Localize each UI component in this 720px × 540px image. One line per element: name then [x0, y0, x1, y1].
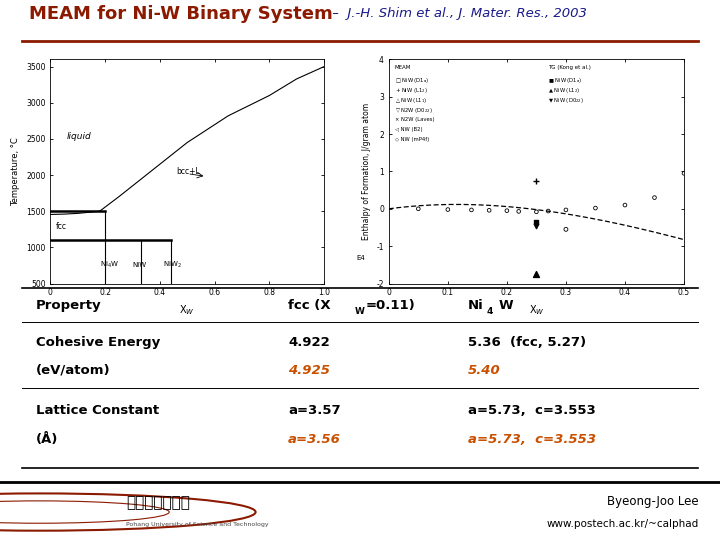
Text: + NiW (L1$_2$): + NiW (L1$_2$): [395, 86, 428, 95]
Point: [413, 205, 424, 213]
Text: Byeong-Joo Lee: Byeong-Joo Lee: [607, 495, 698, 508]
Text: Ni: Ni: [468, 299, 484, 312]
Text: –  J.-H. Shim et al., J. Mater. Res., 2003: – J.-H. Shim et al., J. Mater. Res., 200…: [328, 8, 587, 21]
Text: =0.11): =0.11): [366, 299, 415, 312]
Point: [619, 201, 631, 210]
Text: ■ NiW (D1$_a$): ■ NiW (D1$_a$): [548, 76, 582, 85]
Text: a=3.57: a=3.57: [288, 404, 341, 417]
Text: ▽ N2W (D0$_{22}$): ▽ N2W (D0$_{22}$): [395, 106, 433, 116]
Text: ▲ NiW (L1$_2$): ▲ NiW (L1$_2$): [548, 86, 580, 95]
Text: a=5.73,  c=3.553: a=5.73, c=3.553: [468, 404, 595, 417]
Point: [560, 206, 572, 214]
Text: E4: E4: [356, 255, 365, 261]
Text: liquid: liquid: [67, 132, 91, 141]
Point: [560, 225, 572, 234]
Text: MEAM for Ni-W Binary System: MEAM for Ni-W Binary System: [29, 5, 333, 23]
Text: ◁ NW (B2): ◁ NW (B2): [395, 126, 423, 132]
Y-axis label: Enthalpy of Formation, J/gram atom: Enthalpy of Formation, J/gram atom: [362, 103, 371, 240]
Point: [531, 221, 542, 230]
Text: Ni$_4$W: Ni$_4$W: [99, 260, 119, 270]
Y-axis label: Temperature, °C: Temperature, °C: [12, 137, 20, 206]
Point: [531, 207, 542, 216]
Text: a=3.56: a=3.56: [288, 433, 341, 446]
Point: [678, 169, 690, 178]
Text: × N2W (Laves): × N2W (Laves): [395, 117, 434, 122]
Text: △ NiW (L1$_1$): △ NiW (L1$_1$): [395, 96, 427, 105]
Point: [542, 207, 554, 215]
Point: [590, 204, 601, 212]
Text: (eV/atom): (eV/atom): [36, 363, 111, 376]
Point: [531, 218, 542, 226]
Text: Pohang University of Science and Technology: Pohang University of Science and Technol…: [126, 522, 269, 527]
Point: [466, 206, 477, 214]
Text: a=5.73,  c=3.553: a=5.73, c=3.553: [468, 433, 596, 446]
Text: 5.40: 5.40: [468, 363, 500, 376]
Text: 4: 4: [487, 307, 493, 316]
Text: ◇ NW (mP4f): ◇ NW (mP4f): [395, 137, 429, 141]
Point: [649, 193, 660, 202]
Text: MEAM: MEAM: [395, 65, 411, 70]
X-axis label: X$_W$: X$_W$: [179, 303, 195, 317]
Text: 포항공과대학교: 포항공과대학교: [126, 495, 190, 510]
Text: □ NiW (D1$_a$): □ NiW (D1$_a$): [395, 76, 429, 85]
Text: Lattice Constant: Lattice Constant: [36, 404, 159, 417]
Point: [442, 205, 454, 214]
Text: W: W: [354, 307, 364, 316]
Text: 4.922: 4.922: [288, 336, 330, 349]
Point: [531, 270, 542, 279]
Text: bcc+L: bcc+L: [176, 167, 200, 176]
Text: fcc (X: fcc (X: [288, 299, 330, 312]
Point: [483, 206, 495, 214]
Text: (Å): (Å): [36, 433, 58, 446]
Text: 5.36  (fcc, 5.27): 5.36 (fcc, 5.27): [468, 336, 586, 349]
Text: Property: Property: [36, 299, 102, 312]
Text: www.postech.ac.kr/~calphad: www.postech.ac.kr/~calphad: [546, 519, 698, 530]
Point: [531, 177, 542, 185]
X-axis label: X$_W$: X$_W$: [528, 303, 544, 317]
Point: [513, 207, 524, 216]
Text: Cohesive Energy: Cohesive Energy: [36, 336, 161, 349]
Text: TG (Kong et al.): TG (Kong et al.): [548, 65, 591, 70]
Text: NiW: NiW: [132, 262, 147, 268]
Point: [501, 206, 513, 215]
Text: NiW$_2$: NiW$_2$: [163, 260, 181, 270]
Text: W: W: [498, 299, 513, 312]
Text: 4.925: 4.925: [288, 363, 330, 376]
Text: fcc: fcc: [56, 222, 67, 231]
Text: ▼ NiW (D0$_{22}$): ▼ NiW (D0$_{22}$): [548, 96, 584, 105]
